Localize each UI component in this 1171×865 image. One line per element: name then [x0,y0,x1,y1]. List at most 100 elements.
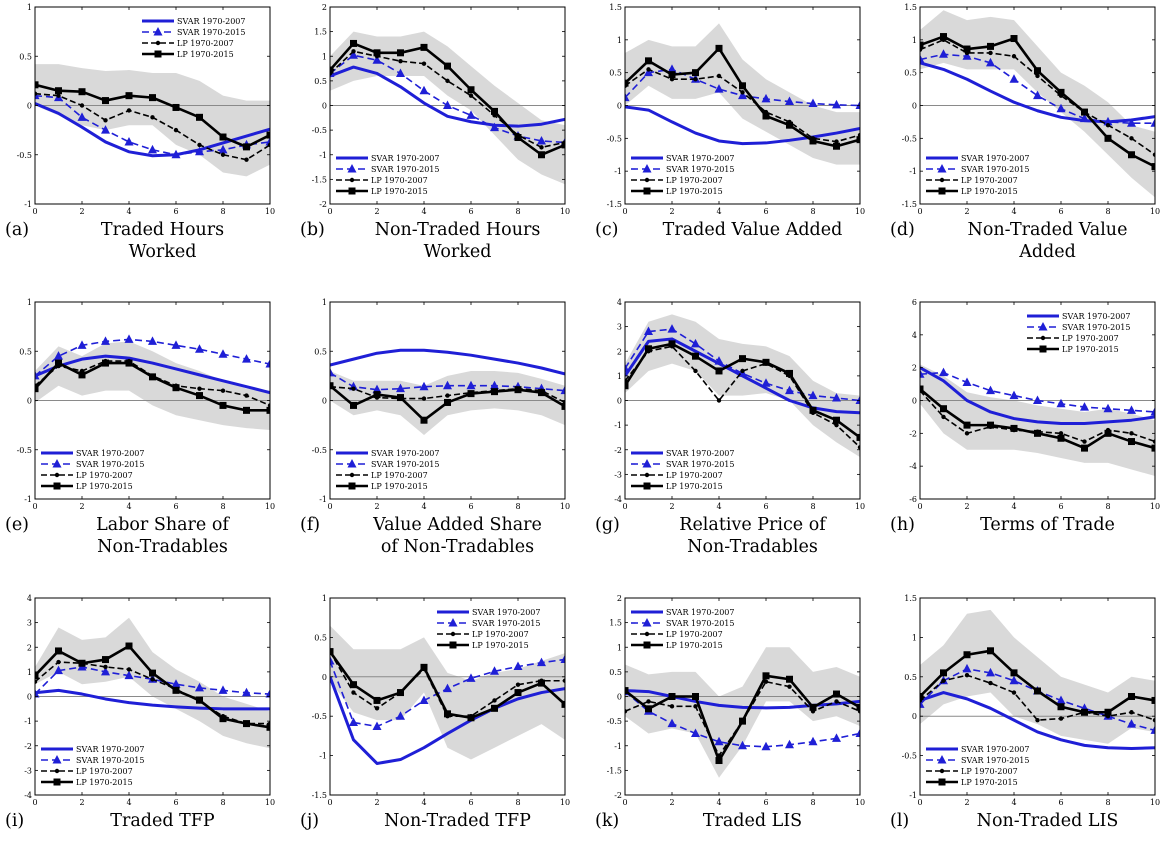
y-tick-label: 1 [617,372,622,381]
y-tick-label: -1.5 [607,766,622,775]
x-tick-label: 6 [173,207,178,216]
y-tick-label: 0 [617,397,622,406]
y-tick-label: 0.5 [19,347,32,356]
panel-label: (d) [890,220,915,240]
series-point [491,107,498,115]
legend-marker [939,768,945,774]
series-point [372,384,382,394]
series-point [102,97,109,105]
y-tick-label: -1.5 [312,175,327,184]
series-point [856,433,860,441]
plot-area [625,647,860,778]
series-point [372,721,382,730]
series-point [197,386,202,391]
x-tick-label: 0 [32,502,37,511]
series-point [625,709,628,714]
y-tick-label: -4 [24,791,32,800]
y-tick-label: 0.5 [609,69,622,78]
x-tick-label: 8 [810,207,815,216]
series-point [101,336,110,345]
y-tick-label: -1.5 [607,200,622,209]
series-point [330,656,335,665]
panel-b: -2 -1.5 -1 -0.5 0 0.5 1 1.5 2 0 2 4 6 8 10 SVAR 1970-20… [300,3,570,262]
x-tick-label: 10 [265,502,275,511]
series-point [397,394,404,402]
x-tick-label: 8 [1105,798,1110,807]
axes-frame [919,597,1156,796]
series-point [962,51,972,60]
y-tick-label: 1.5 [609,3,622,12]
legend-marker [642,164,652,173]
x-tick-label: 10 [265,207,275,216]
legend-marker [52,459,62,468]
panel-caption: Value Added Share [372,515,542,535]
y-tick-label: -0.5 [312,126,327,135]
series-point [172,103,180,111]
series-point [54,665,63,675]
series-point [1127,719,1136,728]
legend-marker [642,459,652,468]
y-tick-label: 1.5 [904,3,917,12]
series-point [738,740,747,750]
legend-marker [349,177,355,183]
x-tick-label: 4 [1011,502,1016,511]
y-tick-label: 0 [617,102,622,111]
series-point [125,642,133,650]
series-point [1152,152,1155,157]
series-point [195,344,204,353]
series-point [987,42,994,50]
legend-label: SVAR 1970-2007 [666,449,734,458]
series-point [855,728,860,737]
series-point [561,141,565,149]
series-point [173,127,179,133]
series-point [101,125,110,134]
legend-marker [938,778,946,786]
series-point [1128,151,1135,159]
x-tick-label: 0 [917,502,922,511]
panel-label: (c) [595,220,618,240]
legend-label: LP 1970-2015 [961,187,1018,196]
series-point [150,115,155,120]
series-point [1011,54,1017,59]
plot-area [35,64,270,177]
legend-label: SVAR 1970-2015 [666,165,734,174]
x-tick-label: 6 [173,502,178,511]
confidence-band [625,314,860,458]
x-tick-label: 6 [468,502,473,511]
legend-label: SVAR 1970-2007 [76,745,144,754]
series-point [693,368,698,374]
confidence-band [330,625,565,760]
x-tick-label: 4 [126,207,131,216]
legend-label: LP 1970-2007 [76,767,133,776]
series-line-1 [920,61,1155,124]
series-point [330,382,334,390]
series-point [986,57,995,67]
y-tick-label: 0 [27,102,32,111]
series-point [762,672,770,680]
series-point [149,669,156,677]
legend-marker [939,177,945,183]
series-point [445,78,450,84]
panel-caption: Traded Value Added [663,220,843,240]
x-tick-label: 10 [1150,207,1160,216]
series-point [668,340,676,348]
plot-area [625,23,860,165]
series-point [857,445,860,450]
series-point [855,395,860,404]
series-point [124,334,134,343]
series-point [397,689,404,697]
series-point [1150,406,1155,416]
x-tick-label: 6 [1058,207,1063,216]
panel-caption: Non-Traded Hours [375,220,541,240]
series-point [419,695,429,704]
legend-marker [643,187,651,195]
y-tick-label: -3 [24,766,32,775]
series-line-1 [35,354,270,395]
series-point [244,393,249,398]
series-point [625,79,629,87]
